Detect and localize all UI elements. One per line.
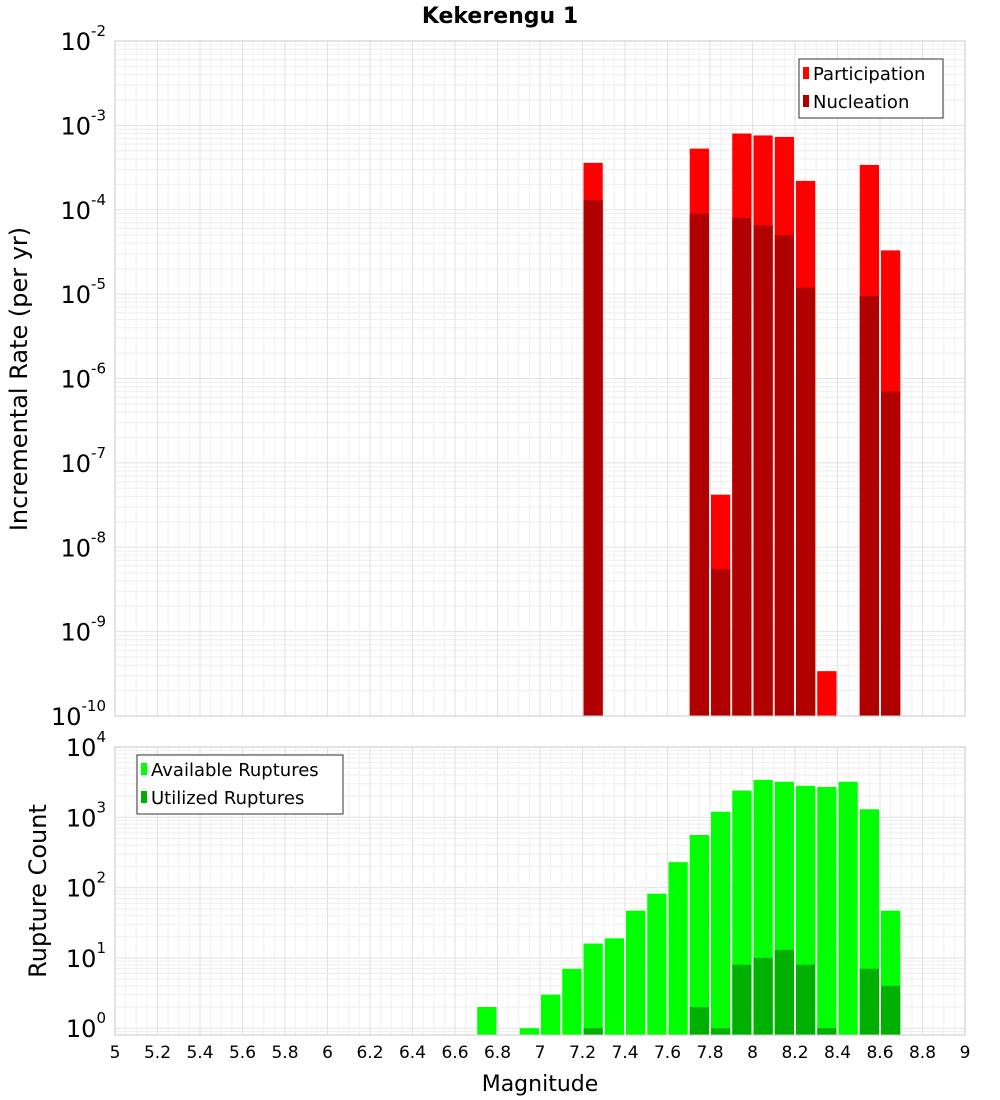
top-bar: [753, 225, 773, 716]
top-y-tick-label: 10-3: [60, 106, 106, 140]
x-tick-label: 8.8: [909, 1043, 936, 1063]
x-tick-label: 5.6: [229, 1043, 256, 1063]
bottom-y-tick-label: 102: [66, 869, 106, 903]
bottom-bar: [732, 964, 752, 1035]
bottom-bar: [774, 949, 794, 1035]
x-tick-label: 7.8: [696, 1043, 723, 1063]
x-tick-label: 8.2: [781, 1043, 808, 1063]
bottom-bar: [689, 834, 709, 1035]
bottom-bar: [838, 781, 858, 1035]
bottom-bar: [796, 964, 816, 1035]
x-tick-label: 6.8: [484, 1043, 511, 1063]
top-bar: [583, 200, 603, 716]
top-plot-frame: [114, 40, 966, 717]
top-legend: Participation Nucleation: [798, 58, 944, 119]
top-bar: [817, 671, 837, 716]
bottom-bar: [604, 938, 624, 1035]
bottom-bar: [859, 968, 879, 1035]
x-tick-label: 8.4: [824, 1043, 851, 1063]
x-tick-label: 5.4: [186, 1043, 213, 1063]
bottom-bar: [753, 957, 773, 1035]
top-series-1: [583, 200, 901, 717]
x-tick-label: 8.6: [866, 1043, 893, 1063]
bottom-bar: [477, 1007, 497, 1035]
bottom-legend: Available Ruptures Utilized Ruptures: [136, 754, 344, 815]
bottom-bar: [541, 994, 561, 1035]
top-y-tick-label: 10-9: [60, 613, 106, 647]
top-y-tick-label: 10-5: [60, 275, 106, 309]
bottom-y-tick-label: 100: [66, 1009, 106, 1043]
bottom-bar: [562, 968, 582, 1035]
top-bar: [859, 296, 879, 716]
top-bar: [711, 569, 731, 716]
bottom-bar: [711, 1028, 731, 1035]
top-grid: [114, 40, 966, 717]
top-bar: [881, 391, 901, 716]
bottom-legend-box: [136, 754, 344, 815]
bottom-bar: [583, 943, 603, 1035]
top-y-axis-label: Incremental Rate (per yr): [5, 227, 33, 531]
top-bar: [689, 213, 709, 717]
x-tick-label: 8: [747, 1043, 758, 1063]
top-y-tick-label: 10-4: [60, 191, 106, 225]
top-y-tick-label: 10-7: [60, 444, 106, 478]
bottom-bar: [668, 862, 688, 1035]
bottom-series-1: [583, 949, 901, 1035]
top-y-tick-label: 10-6: [60, 360, 106, 394]
top-plot: [114, 40, 966, 717]
top-bar: [774, 235, 794, 716]
bottom-legend-swatch: [141, 791, 147, 803]
bottom-plot: [114, 746, 966, 1036]
x-tick-label: 6: [322, 1043, 333, 1063]
x-tick-label: 5.2: [144, 1043, 171, 1063]
top-bar: [732, 217, 752, 716]
bottom-y-tick-label: 103: [66, 798, 106, 832]
top-y-tick-label: 10-10: [51, 697, 106, 731]
top-y-tick-label: 10-8: [60, 528, 106, 562]
bottom-bar: [711, 811, 731, 1035]
top-legend-label: Nucleation: [813, 92, 909, 113]
x-tick-label: 7: [535, 1043, 546, 1063]
bottom-bar: [689, 1007, 709, 1035]
bottom-bar: [881, 985, 901, 1035]
top-bar: [796, 287, 816, 716]
x-tick-label: 6.4: [399, 1043, 426, 1063]
bottom-legend-swatch: [141, 763, 147, 775]
top-legend-box: [798, 58, 944, 119]
x-tick-label: 7.6: [654, 1043, 681, 1063]
bottom-y-axis-label: Rupture Count: [24, 804, 52, 978]
x-tick-label: 5.8: [271, 1043, 298, 1063]
x-tick-label: 5: [110, 1043, 121, 1063]
bottom-legend-label: Utilized Ruptures: [151, 788, 304, 809]
bottom-y-tick-label: 101: [66, 939, 106, 973]
x-tick-label: 7.4: [611, 1043, 638, 1063]
x-tick-label: 7.2: [569, 1043, 596, 1063]
bottom-y-tick-label: 104: [66, 728, 106, 762]
bottom-bar: [626, 910, 646, 1035]
bottom-bar: [817, 786, 837, 1035]
x-tick-label: 6.6: [441, 1043, 468, 1063]
bottom-plot-frame: [114, 746, 966, 1036]
x-axis-label: Magnitude: [482, 1072, 599, 1097]
top-legend-swatch: [803, 67, 809, 79]
bottom-legend-label: Available Ruptures: [151, 760, 319, 781]
top-legend-label: Participation: [813, 64, 925, 85]
bottom-bar: [519, 1028, 539, 1035]
bottom-bar: [647, 893, 667, 1035]
bottom-bar: [583, 1028, 603, 1035]
top-legend-swatch: [803, 95, 809, 107]
x-tick-label: 9: [960, 1043, 971, 1063]
x-tick-label: 6.2: [356, 1043, 383, 1063]
bottom-bar: [817, 1028, 837, 1035]
chart-title: Kekerengu 1: [422, 4, 578, 29]
top-y-tick-label: 10-2: [60, 22, 106, 56]
